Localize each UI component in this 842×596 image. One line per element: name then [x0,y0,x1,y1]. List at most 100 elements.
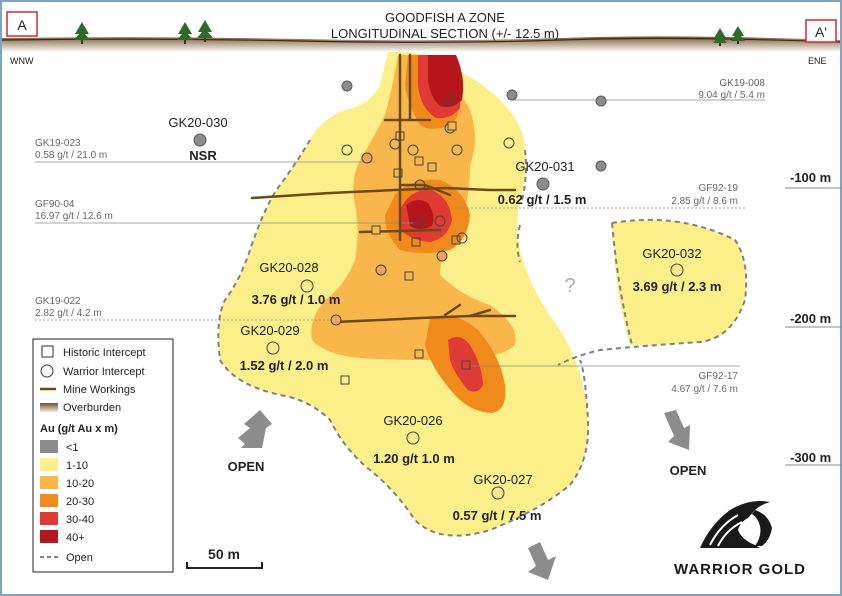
open-boundary-line [521,149,527,201]
warrior-intercept-marker [595,160,607,172]
depth-label: -200 m [790,311,831,326]
warrior-intercept-marker [300,279,314,293]
warrior-intercept-marker [266,341,280,355]
warrior-intercept-marker [389,138,401,150]
warrior-intercept-marker [375,264,387,276]
historic-intercept-marker [371,225,381,235]
legend-warrior-label: Warrior Intercept [63,366,145,378]
intercepts-low-grade [193,80,607,191]
contour-40-plus [406,199,434,229]
contour-1-10-gk20-032-zone [612,219,747,346]
historic-value-label: 9.04 g/t / 5.4 m [698,90,765,101]
warrior-intercept-marker [434,215,446,227]
mine-workings [250,53,517,324]
historic-intercept-marker [413,217,423,227]
historic-intercept-marker [427,162,437,172]
warrior-intercept-marker [330,314,342,326]
unknown-zone-marker: ? [564,275,575,297]
historic-value-label: 4.67 g/t / 7.6 m [671,384,738,395]
open-label: OPEN [228,459,265,474]
mine-drift [443,303,462,317]
warrior-intercept-marker [193,133,207,147]
historic-intercept-marker [404,271,414,281]
hole-id-label: GK20-028 [259,260,318,275]
open-boundary-lines [217,139,748,537]
open-arrow-icon [528,542,556,580]
legend-grade-label: 10-20 [66,478,94,490]
legend-open-label: Open [66,552,93,564]
historic-intercept-marker [395,131,405,141]
open-boundary-line [557,218,748,366]
open-arrow-icon [664,410,690,450]
hole-value-label: 0.57 g/t / 7.5 m [453,508,542,523]
legend-grade-swatch [40,512,58,525]
warrior-intercept-marker [407,144,419,156]
legend-overburden-label: Overburden [63,402,121,414]
legend-grade-swatch [40,476,58,489]
hole-value-label: 0.62 g/t / 1.5 m [498,192,587,207]
legend-grade-label: 1-10 [66,460,88,472]
tree-icon [177,22,193,44]
section-end-label-a: A [17,17,27,33]
hole-value-label: 3.76 g/t / 1.0 m [252,292,341,307]
section-title: GOODFISH A ZONE [385,10,505,25]
historic-value-label: 16.97 g/t / 12.6 m [35,211,113,222]
historic-id-label: GF92-19 [699,183,739,194]
section-end-box-a-prime [805,19,837,43]
hole-id-label: GK20-029 [240,323,299,338]
label-leader-lines [35,99,765,367]
historic-intercept-marker [411,237,421,247]
legend-grade-label: 20-30 [66,496,94,508]
depth-label: -100 m [790,170,831,185]
legend-grade-label: 40+ [66,532,85,544]
tree-icon [713,28,727,46]
historic-intercepts [340,121,471,385]
historic-id-label: GK19-008 [719,78,765,89]
warrior-intercept-marker [456,232,468,244]
historic-id-label: GF90-04 [35,199,75,210]
historic-intercept-marker [414,156,424,166]
hole-id-label: GK20-031 [515,159,574,174]
historic-labels: GK19-008 9.04 g/t / 5.4 m GK19-023 0.58 … [35,78,765,395]
legend-grade-swatch [40,530,58,543]
legend-historic-icon [41,345,54,358]
legend-warrior-icon [40,364,54,378]
legend-au-title: Au (g/t Au x m) [40,423,118,435]
historic-intercept-marker [461,360,471,370]
legend: Historic Intercept Warrior Intercept Min… [32,338,174,573]
warrior-intercept-marker [436,250,448,262]
warrior-intercept-marker [595,95,607,107]
warrior-intercept-marker [443,94,455,106]
depth-scale: -100 m -200 m -300 m [785,170,842,466]
tree-icon [197,20,213,42]
warrior-intercept-marker [361,152,373,164]
hole-id-label: GK20-032 [642,246,701,261]
mine-drift [250,186,517,200]
scale-bar: 50 m [186,546,263,569]
open-boundary-line [516,224,521,263]
warrior-intercept-marker [406,431,420,445]
hole-id-label: GK20-027 [473,472,532,487]
tree-icon [731,26,745,44]
section-end-box-a [6,11,38,37]
legend-grade-swatch [40,440,58,453]
section-end-label-a-prime: A' [815,24,827,40]
warrior-intercept-marker [341,144,353,156]
tree-icon [74,22,90,44]
historic-value-label: 0.58 g/t / 21.0 m [35,150,107,161]
legend-overburden-icon [40,403,58,412]
legend-grade-label: <1 [66,442,79,454]
warrior-intercept-marker [503,137,515,149]
warrior-intercept-marker [670,263,684,277]
grade-contours [218,52,589,536]
logo-wordmark: WARRIOR GOLD [674,561,806,578]
historic-id-label: GK19-022 [35,296,81,307]
historic-intercept-marker [340,375,350,385]
legend-grade-swatch [40,494,58,507]
historic-intercept-marker [451,235,461,245]
labelled-holes [266,263,684,500]
direction-label-ene: ENE [808,56,827,66]
legend-workings-label: Mine Workings [63,384,136,396]
